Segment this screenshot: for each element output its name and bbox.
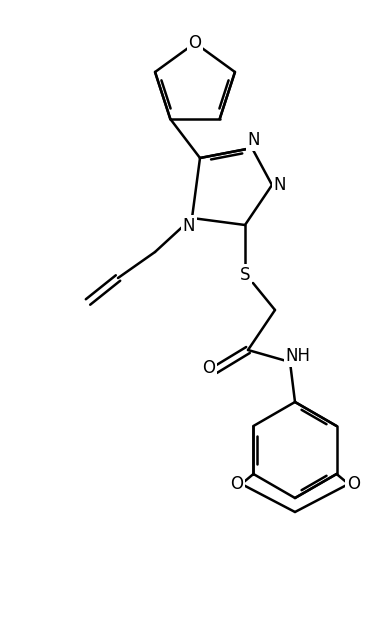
Text: O: O (230, 475, 243, 493)
Text: O: O (202, 359, 215, 377)
Text: N: N (183, 217, 195, 235)
Text: NH: NH (286, 347, 310, 365)
Text: S: S (240, 266, 250, 284)
Text: N: N (248, 131, 260, 149)
Text: N: N (274, 176, 286, 194)
Text: O: O (347, 475, 360, 493)
Text: O: O (188, 34, 202, 52)
